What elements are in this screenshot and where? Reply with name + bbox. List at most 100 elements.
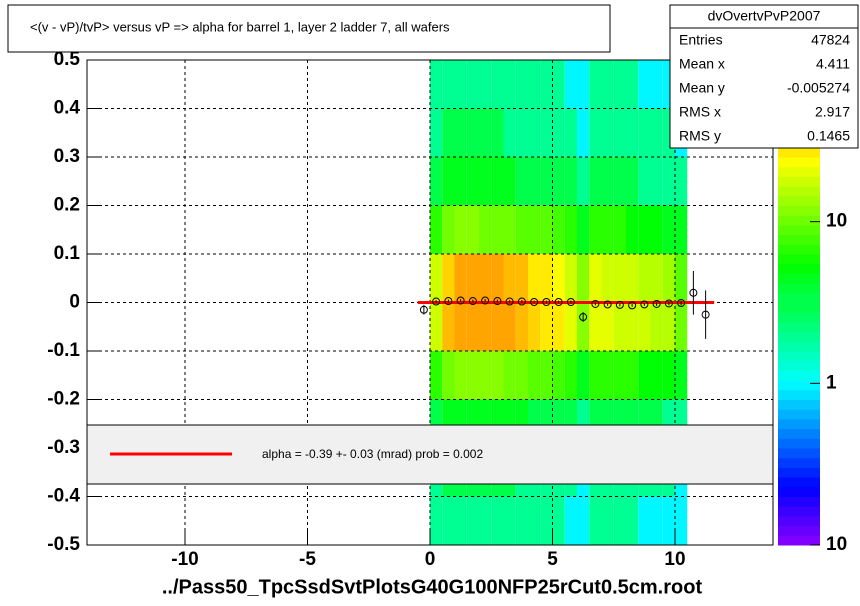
color-bar-band bbox=[778, 389, 820, 400]
heat-cell bbox=[613, 108, 626, 157]
heat-cell bbox=[515, 157, 528, 206]
color-bar-band bbox=[778, 351, 820, 362]
heat-cell bbox=[479, 302, 492, 351]
y-tick-label: 0.2 bbox=[54, 195, 80, 216]
heat-cell bbox=[515, 302, 528, 351]
heat-cell bbox=[577, 254, 590, 303]
heat-cell bbox=[564, 60, 577, 109]
heat-cell bbox=[613, 496, 626, 545]
heat-cell bbox=[491, 496, 504, 545]
heat-cell bbox=[515, 254, 528, 303]
heat-cell bbox=[601, 60, 614, 109]
heat-cell bbox=[491, 157, 504, 206]
heat-cell bbox=[650, 302, 663, 351]
heat-cell bbox=[552, 496, 565, 545]
color-bar-band bbox=[778, 331, 820, 342]
heat-cell bbox=[613, 60, 626, 109]
color-bar-band bbox=[778, 380, 820, 391]
heat-cell bbox=[638, 496, 651, 545]
heat-cell bbox=[491, 108, 504, 157]
heat-cell bbox=[589, 108, 602, 157]
heat-cell bbox=[601, 351, 614, 400]
stats-label: Mean y bbox=[679, 80, 725, 96]
heat-cell bbox=[528, 254, 541, 303]
heat-cell bbox=[454, 205, 467, 254]
heat-cell bbox=[589, 496, 602, 545]
heat-cell bbox=[675, 205, 688, 254]
heat-cell bbox=[662, 157, 675, 206]
heat-cell bbox=[577, 496, 590, 545]
heat-cell bbox=[430, 496, 443, 545]
heat-cell bbox=[675, 496, 688, 545]
heat-cell bbox=[564, 254, 577, 303]
x-tick-label: -5 bbox=[299, 549, 316, 570]
heat-cell bbox=[626, 351, 639, 400]
heat-cell bbox=[552, 205, 565, 254]
heat-cell bbox=[626, 205, 639, 254]
heat-cell bbox=[613, 351, 626, 400]
heat-cell bbox=[601, 108, 614, 157]
color-bar-band bbox=[778, 525, 820, 536]
x-tick-label: -10 bbox=[171, 549, 198, 570]
heat-cell bbox=[577, 302, 590, 351]
heat-cell bbox=[564, 496, 577, 545]
profile-point bbox=[566, 298, 575, 307]
color-bar-band bbox=[778, 535, 820, 546]
heat-cell bbox=[638, 302, 651, 351]
y-tick-label: -0.1 bbox=[47, 340, 80, 361]
color-bar-band bbox=[778, 205, 820, 216]
heat-cell bbox=[540, 157, 553, 206]
stats-label: RMS y bbox=[679, 128, 721, 144]
heat-cell bbox=[442, 108, 455, 157]
heat-cell bbox=[662, 496, 675, 545]
heat-cell bbox=[650, 351, 663, 400]
heat-cell bbox=[638, 157, 651, 206]
heat-cell bbox=[430, 254, 443, 303]
heat-cell bbox=[601, 254, 614, 303]
heat-cell bbox=[564, 205, 577, 254]
heat-cell bbox=[503, 302, 516, 351]
heat-cell bbox=[675, 254, 688, 303]
heat-cell bbox=[466, 108, 479, 157]
heat-cell bbox=[662, 205, 675, 254]
heat-cell bbox=[675, 302, 688, 351]
heat-cell bbox=[564, 157, 577, 206]
heat-cell bbox=[577, 60, 590, 109]
color-bar-band bbox=[778, 157, 820, 168]
profile-point bbox=[640, 300, 649, 309]
color-bar-band bbox=[778, 283, 820, 294]
profile-point bbox=[603, 300, 612, 309]
color-bar-band bbox=[778, 418, 820, 430]
heat-cell bbox=[540, 108, 553, 157]
heat-cell bbox=[552, 254, 565, 303]
profile-point bbox=[701, 310, 710, 319]
heat-cell bbox=[466, 157, 479, 206]
x-axis-title: ../Pass50_TpcSsdSvtPlotsG40G100NFP25rCut… bbox=[162, 576, 703, 598]
color-bar-band bbox=[778, 360, 820, 371]
z-tick-label: 10 bbox=[826, 211, 847, 232]
heat-cell bbox=[589, 60, 602, 109]
heat-cell bbox=[503, 205, 516, 254]
heat-cell bbox=[454, 302, 467, 351]
profile-point bbox=[444, 297, 453, 306]
heat-cell bbox=[491, 351, 504, 400]
color-bar-band bbox=[778, 244, 820, 255]
heat-cell bbox=[430, 205, 443, 254]
heat-cell bbox=[626, 302, 639, 351]
heat-cell bbox=[466, 302, 479, 351]
color-bar-band bbox=[778, 467, 820, 478]
heat-cell bbox=[503, 157, 516, 206]
heat-cell bbox=[626, 496, 639, 545]
color-bar-band bbox=[778, 224, 820, 236]
stats-title: dvOvertvPvP2007 bbox=[708, 8, 821, 24]
heat-cell bbox=[577, 205, 590, 254]
heat-cell bbox=[638, 351, 651, 400]
color-bar-band bbox=[778, 370, 820, 381]
heat-cell bbox=[540, 351, 553, 400]
color-bar-band bbox=[778, 399, 820, 410]
heatmap-layer bbox=[430, 60, 688, 545]
heat-cell bbox=[577, 157, 590, 206]
heat-cell bbox=[491, 205, 504, 254]
heat-cell bbox=[430, 351, 443, 400]
color-bar-band bbox=[778, 302, 820, 313]
